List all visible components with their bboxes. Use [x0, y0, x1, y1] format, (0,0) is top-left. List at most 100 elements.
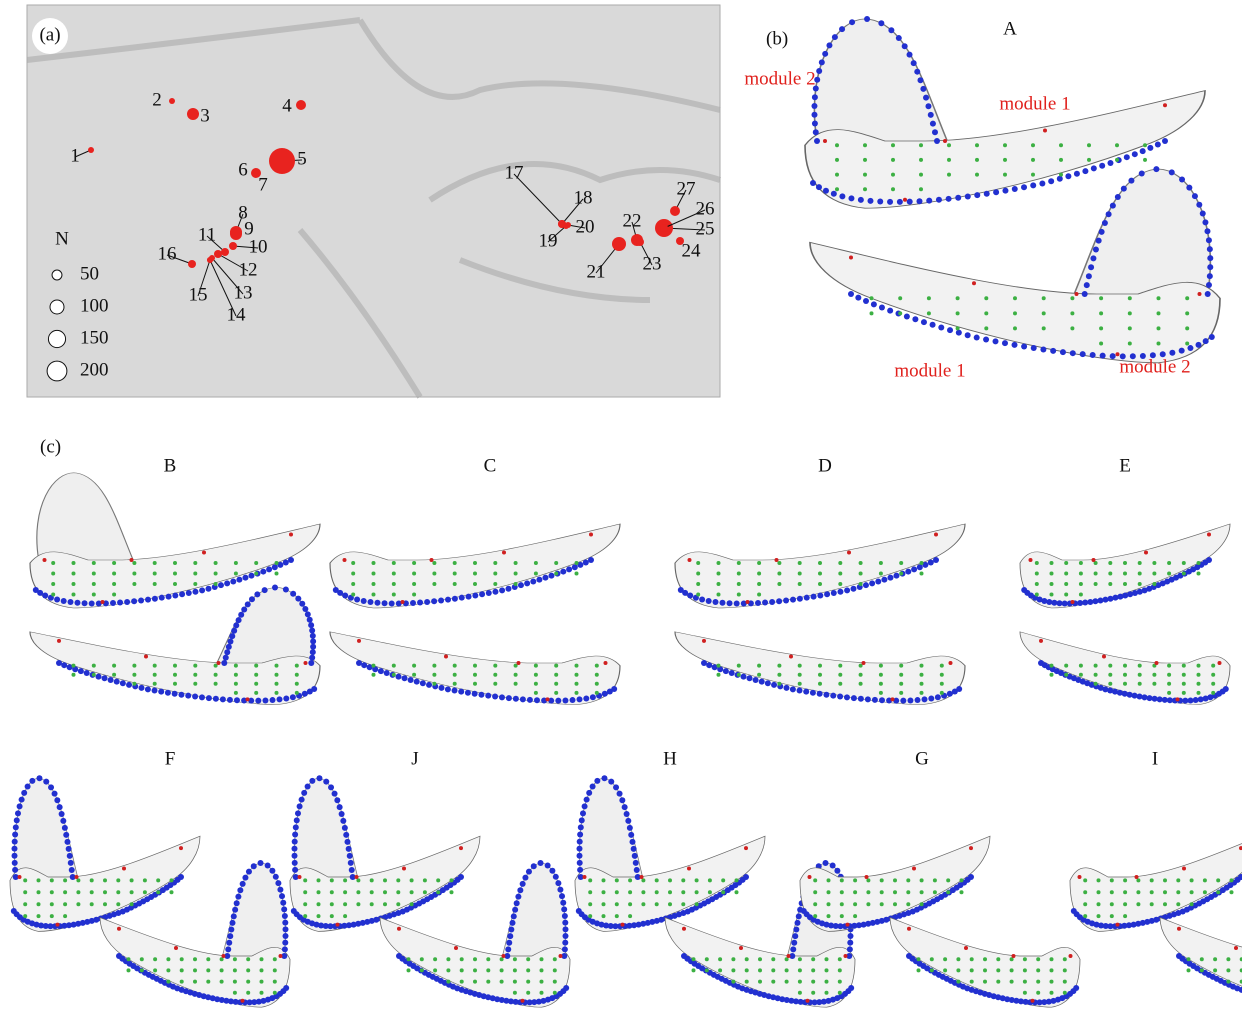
- module-label: module 1: [894, 360, 965, 381]
- landmark: [996, 980, 1000, 984]
- view-label: C: [484, 455, 497, 476]
- landmark: [17, 803, 23, 809]
- landmark: [397, 927, 401, 931]
- landmark: [282, 920, 288, 926]
- landmark: [849, 255, 853, 259]
- landmark: [310, 644, 316, 650]
- landmark: [1185, 326, 1189, 330]
- landmark: [120, 680, 126, 686]
- landmark: [193, 957, 197, 961]
- landmark: [906, 902, 910, 906]
- legend-label: 200: [80, 359, 109, 380]
- landmark: [478, 692, 484, 698]
- landmark: [485, 693, 491, 699]
- landmark: [90, 878, 94, 882]
- landmark: [214, 673, 218, 677]
- landmark: [432, 561, 436, 565]
- landmark: [628, 878, 632, 882]
- landmark: [956, 957, 960, 961]
- landmark: [627, 825, 633, 831]
- landmark: [412, 582, 416, 586]
- landmark: [705, 968, 709, 972]
- landmark: [920, 673, 924, 677]
- landmark: [499, 694, 505, 700]
- landmark: [810, 690, 816, 696]
- landmark: [553, 968, 557, 972]
- legend-label: 100: [80, 295, 109, 316]
- landmark: [570, 697, 576, 703]
- landmark: [562, 913, 568, 919]
- landmark: [63, 890, 67, 894]
- landmark: [233, 957, 237, 961]
- landmark: [575, 673, 579, 677]
- landmark: [717, 582, 721, 586]
- landmark: [1042, 311, 1046, 315]
- landmark: [1039, 639, 1043, 643]
- landmark: [518, 582, 524, 588]
- landmark: [330, 890, 334, 894]
- landmark: [1128, 341, 1132, 345]
- landmark: [578, 824, 584, 830]
- landmark: [668, 890, 672, 894]
- landmark: [1031, 158, 1035, 162]
- landmark: [1226, 968, 1230, 972]
- landmark: [102, 675, 108, 681]
- landmark: [205, 586, 211, 592]
- landmark: [916, 198, 922, 204]
- landmark: [445, 597, 451, 603]
- landmark: [1003, 143, 1007, 147]
- landmark: [218, 582, 224, 588]
- landmark: [1162, 138, 1168, 144]
- landmark: [275, 673, 279, 677]
- landmark: [838, 957, 842, 961]
- landmark: [526, 869, 532, 875]
- landmark: [932, 129, 938, 135]
- landmark: [242, 575, 248, 581]
- landmark: [343, 890, 347, 894]
- landmark: [517, 887, 523, 893]
- landmark: [444, 655, 448, 659]
- landmark: [1108, 572, 1112, 576]
- landmark: [907, 199, 913, 205]
- landmark: [595, 664, 599, 668]
- landmark: [396, 890, 400, 894]
- landmark: [383, 878, 387, 882]
- landmark: [92, 664, 96, 668]
- landmark: [396, 674, 402, 680]
- jaw: [1020, 524, 1230, 608]
- landmark: [575, 691, 579, 695]
- landmark: [173, 561, 177, 565]
- landmark: [384, 670, 390, 676]
- landmark: [1013, 326, 1017, 330]
- landmark: [514, 682, 518, 686]
- landmark: [1209, 334, 1215, 340]
- landmark: [166, 594, 172, 600]
- landmark: [907, 52, 913, 58]
- view-label: D: [818, 455, 832, 476]
- landmark: [127, 968, 131, 972]
- view-label: H: [663, 748, 677, 769]
- landmark: [507, 933, 513, 939]
- landmark: [273, 980, 277, 984]
- landmark: [453, 682, 457, 686]
- landmark: [493, 572, 497, 576]
- landmark: [1070, 296, 1074, 300]
- landmark: [798, 991, 802, 995]
- landmark: [553, 980, 557, 984]
- landmark: [238, 612, 244, 618]
- landmark: [930, 968, 934, 972]
- landmark: [907, 697, 913, 703]
- landmark: [783, 598, 789, 604]
- landmark: [1059, 143, 1063, 147]
- landmark: [940, 682, 944, 686]
- jaw: [290, 775, 480, 931]
- landmark: [234, 561, 238, 565]
- landmark: [1050, 968, 1054, 972]
- landmark: [92, 582, 96, 586]
- landmark: [301, 790, 307, 796]
- landmark: [588, 890, 592, 894]
- landmark: [383, 890, 387, 894]
- landmark: [540, 968, 544, 972]
- landmark: [214, 561, 218, 565]
- landmark: [304, 661, 308, 665]
